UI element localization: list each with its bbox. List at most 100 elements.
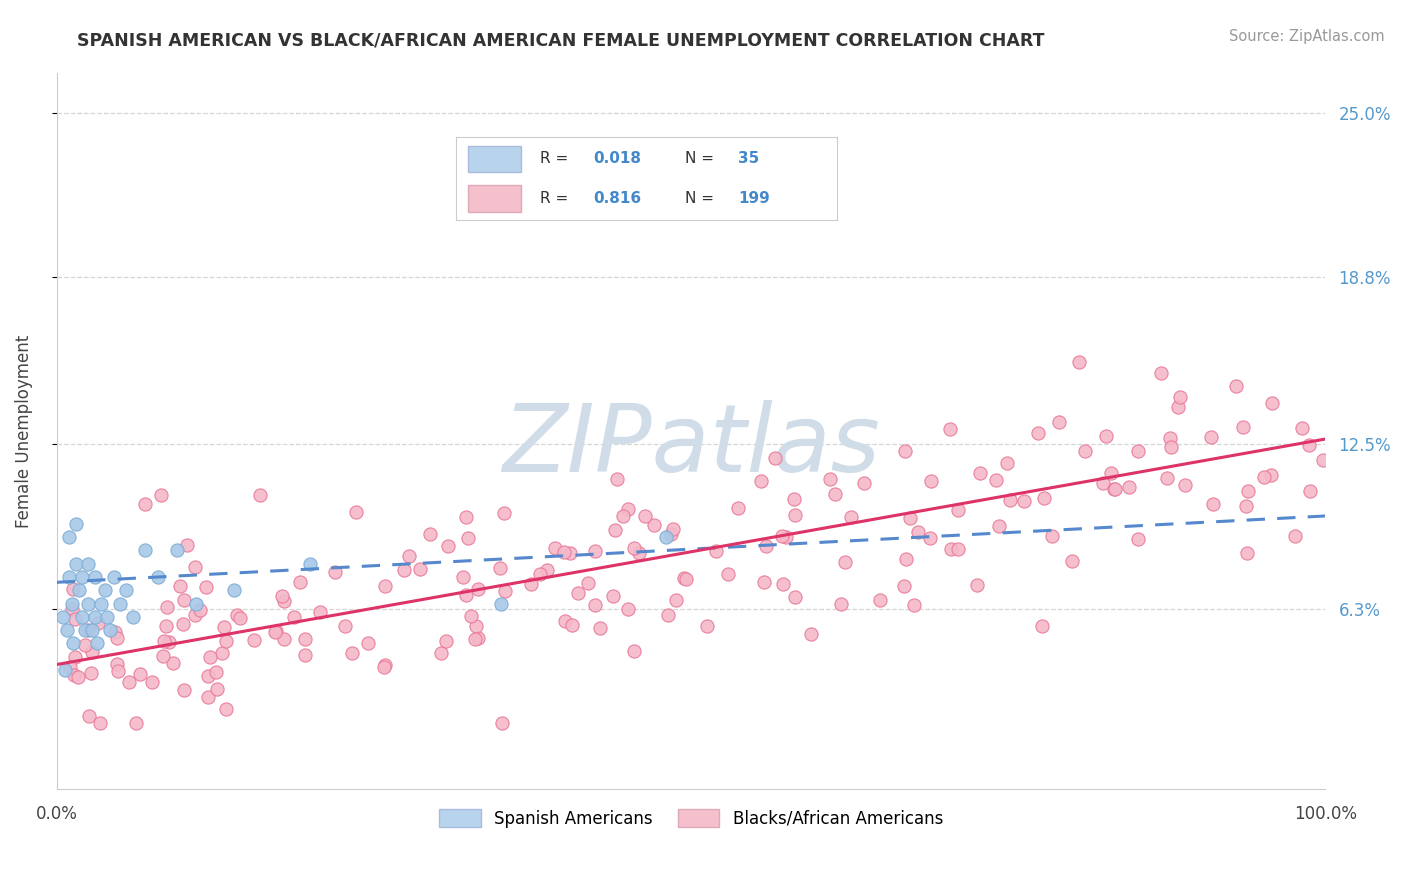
Point [65,557,87,571]
Point [752,574,775,589]
Point [489,561,512,575]
Point [215,702,238,716]
Point [197,669,219,683]
Point [89,715,111,730]
Point [617,502,640,516]
Point [772,577,794,591]
Point [489,597,512,611]
Point [69,583,91,598]
Point [264,624,287,639]
Point [606,472,628,486]
Point [264,624,287,638]
Point [898,511,921,525]
Point [755,539,778,553]
Point [67,670,90,684]
Point [373,660,395,674]
Point [107,664,129,678]
Point [1102,482,1125,496]
Point [398,549,420,563]
Point [83,609,105,624]
Point [494,506,516,520]
Point [419,527,441,541]
Point [1099,466,1122,480]
Point [118,675,141,690]
Point [585,543,607,558]
Point [603,523,626,537]
Point [357,636,380,650]
Point [617,602,640,616]
Point [299,557,322,571]
Point [830,597,852,611]
Point [115,583,138,598]
Point [205,681,228,696]
Point [1069,355,1091,369]
Point [105,631,128,645]
Point [58,530,80,544]
Point [283,610,305,624]
Point [62,582,84,597]
Point [157,635,180,649]
Point [65,649,87,664]
Point [453,570,475,584]
Text: SPANISH AMERICAN VS BLACK/AFRICAN AMERICAN FEMALE UNEMPLOYMENT CORRELATION CHART: SPANISH AMERICAN VS BLACK/AFRICAN AMERIC… [77,31,1045,49]
Point [869,593,891,607]
Point [467,582,489,596]
Point [87,615,110,630]
Point [785,590,807,604]
Point [294,648,316,663]
Point [73,623,96,637]
Point [149,487,172,501]
Point [894,443,917,458]
Point [198,649,221,664]
Point [184,559,207,574]
Point [554,614,576,628]
Point [173,682,195,697]
Point [820,472,842,486]
Point [77,597,100,611]
Point [1312,452,1334,467]
Point [108,597,131,611]
Legend: Spanish Americans, Blacks/African Americans: Spanish Americans, Blacks/African Americ… [432,803,949,835]
Point [1201,497,1223,511]
Point [727,500,749,515]
Point [1225,378,1247,392]
Point [214,620,236,634]
Point [83,570,105,584]
Text: Source: ZipAtlas.com: Source: ZipAtlas.com [1229,29,1385,44]
Point [749,474,772,488]
Point [76,624,98,638]
Point [55,663,77,677]
Point [665,593,688,607]
Point [558,546,581,560]
Point [169,578,191,592]
Point [1118,480,1140,494]
Point [434,634,457,648]
Point [567,586,589,600]
Point [1074,443,1097,458]
Point [243,633,266,648]
Point [675,572,697,586]
Point [166,543,188,558]
Point [153,633,176,648]
Point [104,624,127,639]
Point [1160,440,1182,454]
Point [162,656,184,670]
Point [156,599,179,614]
Point [1026,426,1049,441]
Point [491,715,513,730]
Point [464,619,486,633]
Point [785,508,807,522]
Point [969,466,991,480]
Point [173,593,195,607]
Point [717,567,740,582]
Point [1032,491,1054,505]
Point [73,638,96,652]
Point [529,566,551,581]
Point [494,584,516,599]
Point [340,646,363,660]
Point [800,626,823,640]
Point [612,508,634,523]
Point [70,570,93,584]
Point [146,570,169,584]
Point [129,667,152,681]
